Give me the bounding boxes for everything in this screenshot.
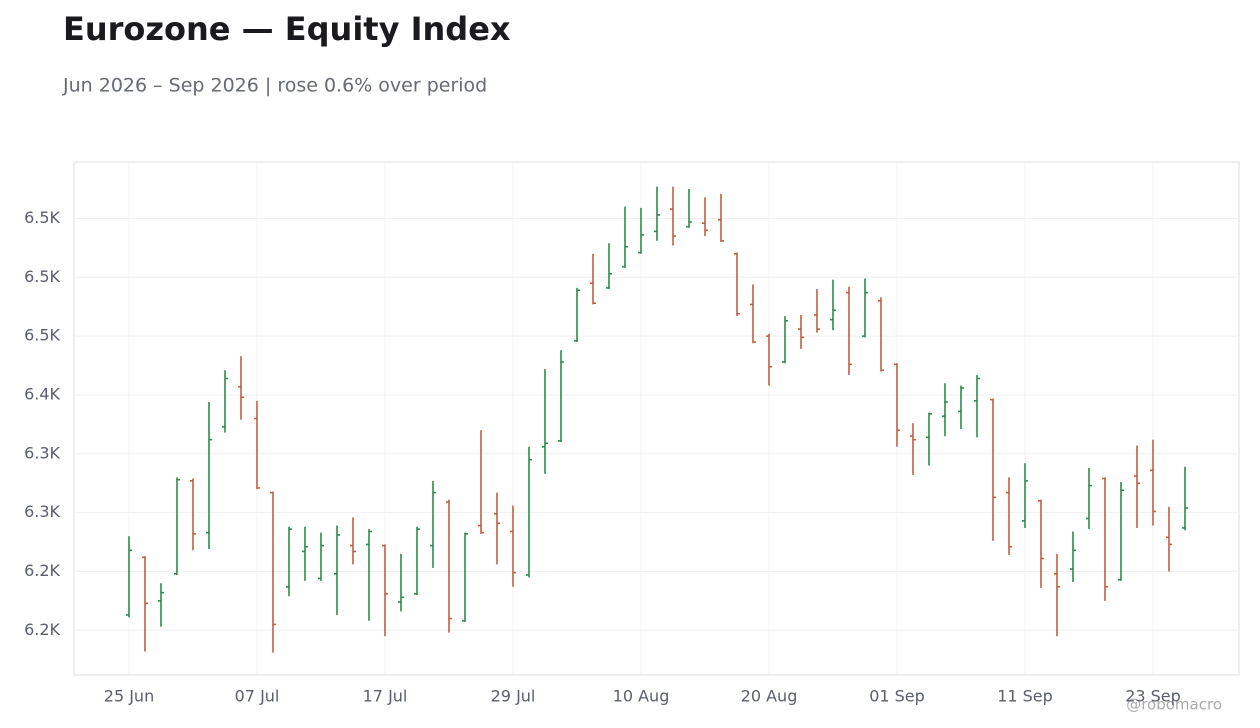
x-tick-label: 20 Aug bbox=[741, 687, 798, 706]
watermark: @robomacro bbox=[1126, 696, 1222, 714]
y-tick-label: 6.5K bbox=[24, 326, 60, 345]
x-tick-label: 01 Sep bbox=[869, 687, 925, 706]
y-tick-label: 6.5K bbox=[24, 208, 60, 227]
x-tick-label: 17 Jul bbox=[363, 687, 408, 706]
chart-title: Eurozone — Equity Index bbox=[63, 10, 511, 48]
y-tick-label: 6.5K bbox=[24, 267, 60, 286]
y-tick-label: 6.3K bbox=[24, 502, 60, 521]
y-tick-label: 6.2K bbox=[24, 620, 60, 639]
chart-subtitle: Jun 2026 – Sep 2026 | rose 0.6% over per… bbox=[62, 75, 487, 97]
y-tick-label: 6.2K bbox=[24, 561, 60, 580]
plot-frame bbox=[73, 161, 1240, 676]
x-tick-label: 11 Sep bbox=[997, 687, 1053, 706]
y-tick-label: 6.4K bbox=[24, 384, 60, 403]
x-tick-label: 25 Jun bbox=[104, 687, 154, 706]
x-tick-label: 10 Aug bbox=[613, 687, 670, 706]
x-tick-label: 07 Jul bbox=[235, 687, 280, 706]
x-tick-label: 29 Jul bbox=[491, 687, 536, 706]
y-tick-label: 6.3K bbox=[24, 443, 60, 462]
x-tick-label: 23 Sep bbox=[1125, 687, 1181, 706]
